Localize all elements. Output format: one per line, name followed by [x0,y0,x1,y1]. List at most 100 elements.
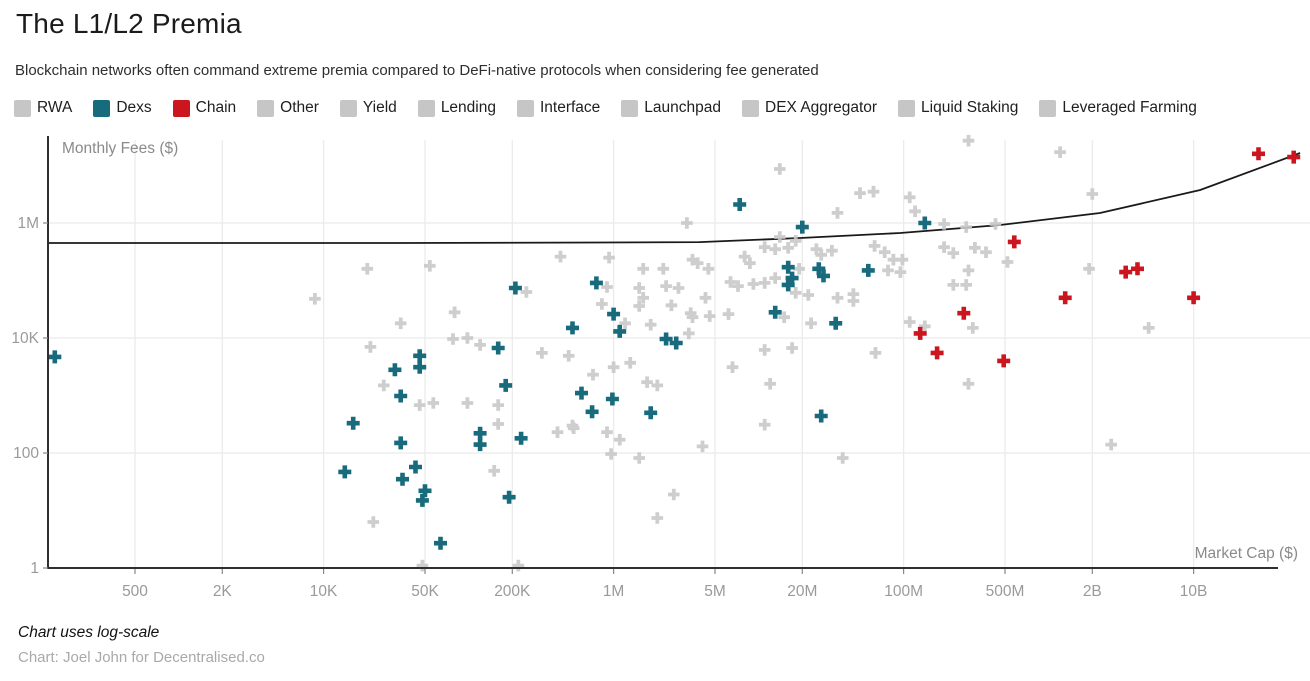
data-point [461,397,474,409]
data-point [683,327,695,340]
data-point [980,246,992,258]
data-point [738,250,751,263]
data-point [769,272,781,284]
page-subtitle: Blockchain networks often command extrem… [15,62,819,79]
legend-item-rwa[interactable]: RWA [14,99,72,117]
data-point [831,292,844,304]
data-point [967,322,979,334]
data-point [660,280,672,292]
trend-line [48,152,1301,244]
data-point [491,341,505,355]
data-point [415,493,429,507]
data-point [434,536,447,550]
data-point [1252,147,1265,161]
data-point [969,242,981,254]
data-point [732,280,744,292]
x-tick-label: 100M [884,583,923,600]
data-point [702,263,715,275]
data-point [613,433,626,446]
data-point [562,350,575,362]
data-point [774,163,786,175]
data-point [789,235,802,247]
data-point [651,512,664,524]
data-point [1287,150,1301,164]
data-point [508,281,522,295]
data-point [957,306,971,320]
data-point [641,376,653,388]
data-point [551,426,564,438]
data-point [644,406,658,420]
y-tick-label: 1 [30,560,39,577]
data-point [869,347,882,359]
data-point [826,244,838,257]
data-point [364,341,377,353]
data-point [587,368,599,381]
series-chain [913,147,1301,368]
data-point [413,399,426,411]
data-point [836,452,849,464]
data-point [930,346,944,360]
data-point [802,289,815,301]
legend-label: Launchpad [644,99,722,116]
legend-item-interface[interactable]: Interface [516,99,600,117]
data-point [633,282,645,294]
data-point [696,440,709,453]
data-point [657,263,670,275]
data-point [962,134,975,147]
legend-item-dexs[interactable]: Dexs [93,99,152,117]
data-point [461,332,474,344]
data-point [346,416,360,430]
data-point [473,438,487,452]
data-point [651,379,664,392]
data-point [1086,188,1099,200]
data-point [605,392,619,406]
legend-swatch [93,99,111,117]
data-point [989,218,1002,230]
legend-label: Dexs [116,99,152,116]
legend-item-launchpad[interactable]: Launchpad [621,99,721,117]
data-point [744,257,756,269]
data-point [947,279,960,291]
x-tick-label: 10K [310,583,338,600]
data-point [637,292,649,304]
data-point [492,418,504,430]
data-point [388,363,402,377]
legend-item-leveraged-farming[interactable]: Leveraged Farming [1039,99,1197,117]
legend-item-lending[interactable]: Lending [417,99,496,117]
legend-swatch [339,99,357,117]
legend-item-dex-aggregator[interactable]: DEX Aggregator [742,99,877,117]
data-point [733,198,747,211]
legend-swatch [742,99,760,117]
data-point [758,241,771,253]
data-point [596,298,608,310]
x-tick-label: 2K [213,583,233,600]
data-point [793,263,805,275]
data-point [585,405,599,419]
legend-label: RWA [37,99,73,116]
data-point [633,300,645,312]
data-point [882,264,894,277]
data-point [781,278,795,292]
data-point [309,293,321,305]
data-point [847,295,860,307]
x-tick-label: 200K [494,583,531,600]
legend-item-liquid-staking[interactable]: Liquid Staking [898,99,1018,117]
legend-item-chain[interactable]: Chain [172,99,236,117]
y-tick-label: 1M [17,215,39,232]
legend-item-other[interactable]: Other [257,99,319,117]
data-point [962,378,975,390]
legend-item-yield[interactable]: Yield [339,99,397,117]
data-point [474,339,486,351]
data-point [488,465,500,477]
data-point [938,218,950,230]
data-point [758,344,771,356]
data-point [703,310,716,322]
data-point [918,216,932,230]
data-point [815,249,827,261]
data-point [786,342,798,354]
data-point [413,349,427,363]
legend-label: DEX Aggregator [765,99,878,116]
legend-label: Other [280,99,319,116]
data-point [644,318,657,331]
